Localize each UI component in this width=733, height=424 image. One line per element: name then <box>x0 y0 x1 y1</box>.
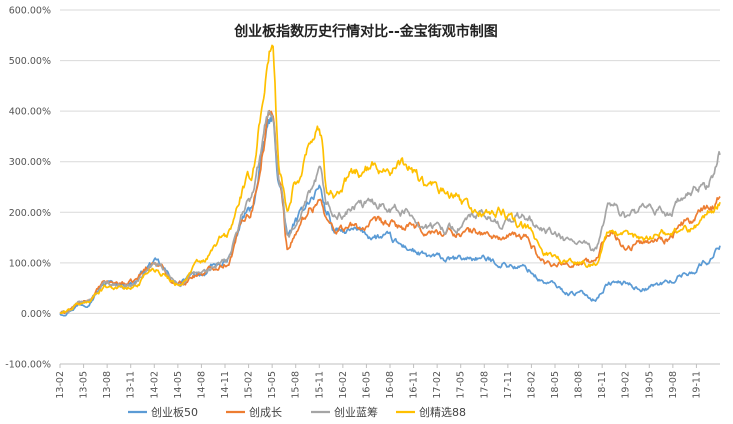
x-tick-label: 13-08 <box>102 371 113 399</box>
x-tick-label: 19-02 <box>621 371 632 399</box>
y-tick-label: -100.00% <box>5 360 51 371</box>
y-tick-label: 300.00% <box>9 157 51 168</box>
legend-label: 创业板50 <box>151 405 198 419</box>
legend-label: 创精选88 <box>419 406 466 419</box>
y-tick-label: 500.00% <box>9 56 51 67</box>
x-tick-label: 15-11 <box>314 371 325 399</box>
x-tick-label: 13-02 <box>55 371 66 399</box>
y-tick-label: 400.00% <box>9 107 51 118</box>
x-tick-label: 18-11 <box>597 371 608 399</box>
x-tick-label: 16-08 <box>385 371 396 399</box>
x-tick-label: 19-08 <box>668 371 679 399</box>
x-tick-label: 18-08 <box>574 371 585 399</box>
x-tick-label: 17-02 <box>432 371 443 399</box>
x-tick-label: 13-11 <box>126 371 137 399</box>
grid-layer <box>60 9 720 365</box>
x-tick-label: 16-05 <box>361 371 372 399</box>
axis-layer: -100.00% 0.00% 100.00% 200.00% 300.00% 400.00… <box>5 6 720 399</box>
x-tick-label: 19-05 <box>644 371 655 399</box>
chart-title: 创业板指数历史行情对比--金宝街观市制图 <box>233 23 498 40</box>
x-tick-label: 15-02 <box>244 371 255 399</box>
y-tick-label: 600.00% <box>9 6 51 17</box>
x-tick-label: 19-11 <box>691 371 702 399</box>
x-tick-label: 15-05 <box>267 371 278 399</box>
x-tick-label: 14-08 <box>196 371 207 399</box>
legend-label: 创成长 <box>249 406 282 419</box>
x-tick-label: 14-05 <box>173 371 184 399</box>
series-layer <box>59 44 721 317</box>
x-tick-label: 18-05 <box>550 371 561 399</box>
x-tick-label: 13-05 <box>79 371 90 399</box>
x-tick-label: 14-02 <box>149 371 160 399</box>
y-tick-label: 100.00% <box>9 258 51 269</box>
series-line-3 <box>59 110 721 315</box>
y-tick-label: 200.00% <box>9 208 51 219</box>
x-tick-label: 17-11 <box>503 371 514 399</box>
legend-label: 创业蓝筹 <box>334 405 378 419</box>
x-tick-label: 17-05 <box>456 371 467 399</box>
x-tick-label: 16-11 <box>409 371 420 399</box>
x-tick-label: 16-02 <box>338 371 349 399</box>
series-line-4 <box>59 44 721 315</box>
legend: 创业板50 创成长 创业蓝筹 创精选88 <box>128 405 466 419</box>
y-tick-label: 0.00% <box>21 309 51 320</box>
x-tick-label: 17-08 <box>479 371 490 399</box>
x-tick-label: 14-11 <box>220 371 231 399</box>
x-tick-label: 18-02 <box>526 371 537 399</box>
x-tick-label: 15-08 <box>291 371 302 399</box>
